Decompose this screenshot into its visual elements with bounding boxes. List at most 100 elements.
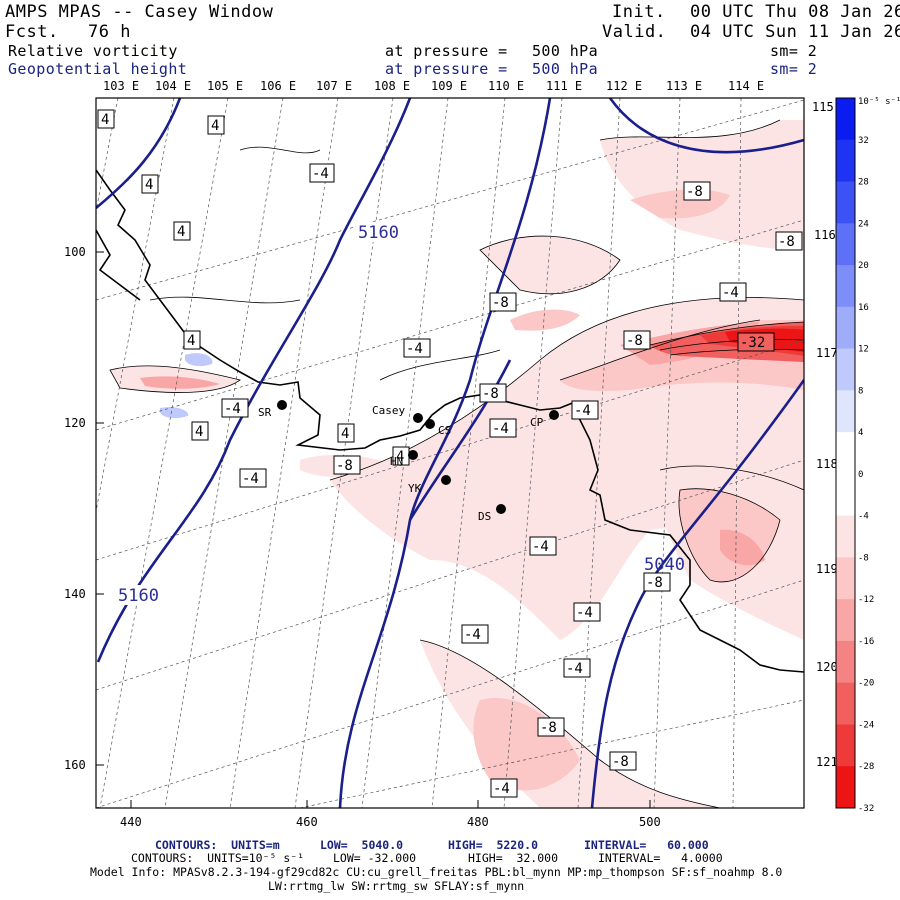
colorbar-tick-label: 12 <box>858 345 869 355</box>
height-contour-label: 5160 <box>118 586 159 606</box>
colorbar: 32 28 24 20 16 12 8 4 0 -4 -8 -12 -16 -20 -24 -28 -32 <box>835 97 874 814</box>
lon-label: 110 E <box>488 79 524 93</box>
top-longitude-labels: 103 E 104 E 105 E 106 E 107 E 108 E 109 … <box>103 79 764 93</box>
y-tick-label: 160 <box>64 758 86 772</box>
x-tick-label: 500 <box>639 815 661 829</box>
vort-label: -8 <box>540 720 557 736</box>
vort-label: -4 <box>722 285 739 301</box>
coastline <box>96 169 804 673</box>
colorbar-swatch <box>836 432 855 475</box>
station-label: DS <box>478 510 491 523</box>
colorbar-frame <box>835 97 856 809</box>
height-contour-label: 5160 <box>358 223 399 243</box>
x-tick-label: 460 <box>296 815 318 829</box>
lon-label: 105 E <box>207 79 243 93</box>
vort-label: 4 <box>396 449 404 465</box>
vort-label: 4 <box>211 118 219 134</box>
field-vorticity-smoothing: sm= 2 <box>770 42 818 60</box>
station-label: CS <box>438 424 451 437</box>
vort-label: -8 <box>778 234 795 250</box>
colorbar-tick-label: -24 <box>858 720 874 730</box>
station-marker <box>441 475 451 485</box>
vort-label: -4 <box>242 471 259 487</box>
vorticity-contour-low: LOW= -32.000 <box>333 851 417 865</box>
colorbar-swatch <box>836 557 855 600</box>
colorbar-swatch <box>836 640 855 684</box>
height-contour-labels: 5160 5160 5040 <box>116 222 685 606</box>
vort-label: -4 <box>566 661 583 677</box>
station-label: Casey <box>372 404 405 417</box>
colorbar-tick-label: 32 <box>858 136 869 146</box>
y-tick-label: 100 <box>64 245 86 259</box>
field-height-name: Geopotential height <box>8 60 188 78</box>
vort-label: 4 <box>101 112 109 128</box>
field-height-pressure-value: 500 hPa <box>532 60 599 78</box>
forecast-value: 76 h <box>88 22 131 42</box>
vort-label: 4 <box>341 426 349 442</box>
y-tick-labels: 100 120 140 160 <box>64 245 86 772</box>
vort-label: -4 <box>464 627 481 643</box>
lon-label: 107 E <box>316 79 352 93</box>
vort-label: 4 <box>187 333 195 349</box>
vort-label: -4 <box>576 605 593 621</box>
init-value: 00 UTC Thu 08 Jan 26 <box>690 2 900 22</box>
colorbar-tick-label: -4 <box>858 512 869 522</box>
station-marker <box>425 419 435 429</box>
height-contours <box>96 98 804 808</box>
colorbar-tick-label: -12 <box>858 595 874 605</box>
colorbar-tick-label: 28 <box>858 178 869 188</box>
lon-label: 104 E <box>155 79 191 93</box>
field-vorticity-pressure-value: 500 hPa <box>532 42 599 60</box>
colorbar-tick-label: 4 <box>858 428 863 438</box>
height-contour-low: LOW= 5040.0 <box>320 838 404 852</box>
colorbar-swatch <box>836 599 855 642</box>
colorbar-swatch <box>836 306 855 350</box>
height-contour-interval: INTERVAL= 60.000 <box>584 838 709 852</box>
colorbar-swatch <box>836 139 855 183</box>
vorticity-labels: 4 4 -4 4 4 -8 -8 -8 4 -4 -8 -4 -32 4 -4 … <box>97 109 803 798</box>
colorbar-tick-label: 0 <box>858 470 863 480</box>
colorbar-tick-label: 20 <box>858 261 869 271</box>
colorbar-tick-label: -32 <box>858 804 874 814</box>
station-marker <box>408 450 418 460</box>
vorticity-contour-units: CONTOURS: UNITS=10⁻⁵ s⁻¹ <box>131 851 305 865</box>
colorbar-swatch <box>836 515 855 558</box>
colorbar-swatch <box>836 265 855 308</box>
field-height-smoothing: sm= 2 <box>770 60 818 78</box>
lon-label: 112 E <box>606 79 642 93</box>
lat-lon-grid <box>96 98 804 808</box>
colorbar-swatch <box>836 766 855 809</box>
station-label: SR <box>258 406 272 419</box>
height-contour-high: HIGH= 5220.0 <box>448 838 539 852</box>
map-frame <box>95 97 805 809</box>
vort-label: -4 <box>574 403 591 419</box>
init-label: Init. <box>612 2 666 22</box>
lon-label: 108 E <box>374 79 410 93</box>
station-label: YK <box>408 482 422 495</box>
station-marker <box>496 504 506 514</box>
x-tick-label: 440 <box>120 815 142 829</box>
vort-label: -4 <box>406 341 423 357</box>
colorbar-swatch <box>836 348 855 391</box>
field-height-pressure-text: at pressure = <box>385 60 508 78</box>
map-title: AMPS MPAS -- Casey Window <box>5 2 274 22</box>
vorticity-contour-interval: INTERVAL= 4.0000 <box>598 851 723 865</box>
lon-label: 109 E <box>431 79 467 93</box>
lon-label: 106 E <box>260 79 296 93</box>
y-tick-label: 140 <box>64 587 86 601</box>
colorbar-tick-label: -20 <box>858 679 874 689</box>
model-info-radiation: LW:rrtmg_lw SW:rrtmg_sw SFLAY:sf_mynn <box>268 879 525 893</box>
lon-label: 111 E <box>546 79 582 93</box>
vort-label: -8 <box>612 754 629 770</box>
y-tick-label: 120 <box>64 416 86 430</box>
colorbar-tick-label: -16 <box>858 637 874 647</box>
colorbar-swatch <box>836 473 855 517</box>
vort-label: -4 <box>493 781 510 797</box>
model-info: Model Info: MPASv8.2.3-194-gf29cd82c CU:… <box>90 865 783 879</box>
colorbar-swatch <box>836 682 855 725</box>
colorbar-tick-label: 16 <box>858 303 869 313</box>
lon-label: 114 E <box>728 79 764 93</box>
vort-label: -8 <box>336 458 353 474</box>
vort-label: -4 <box>492 421 509 437</box>
